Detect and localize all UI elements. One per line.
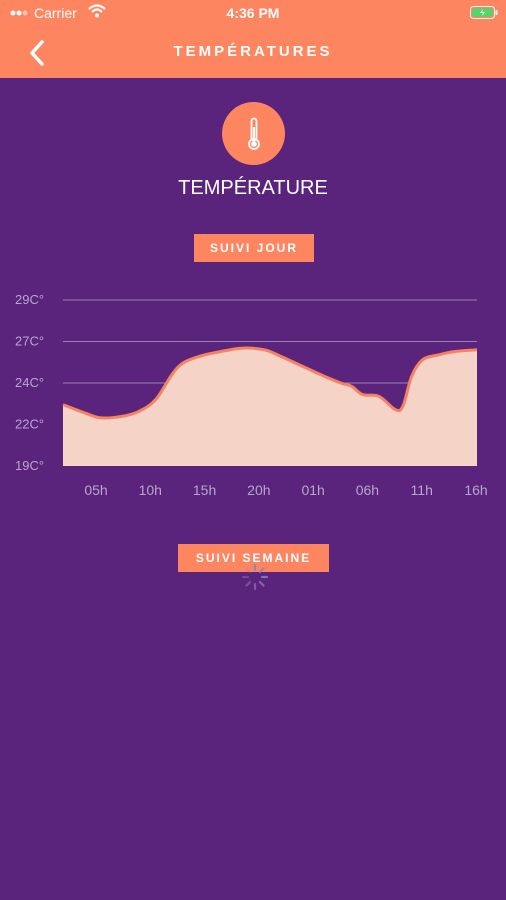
- status-bar: Carrier 4:36 PM: [0, 0, 506, 26]
- battery-icon: [470, 6, 498, 19]
- x-tick-label: 01h: [301, 482, 324, 498]
- x-tick-label: 06h: [356, 482, 379, 498]
- back-button[interactable]: [20, 36, 54, 70]
- temperature-chart: 19C° 22C° 24C° 27C° 29C° 05h 10h 15h 20h 01h 06h 1…: [15, 292, 488, 498]
- section-title: TEMPÉRATURE: [178, 177, 328, 199]
- carrier-label: Carrier: [34, 5, 77, 21]
- y-tick-label: 27C°: [15, 334, 44, 349]
- status-time: 4:36 PM: [226, 5, 280, 21]
- thermometer-badge: [222, 102, 285, 165]
- weekly-tracking-badge: SUIVI SEMAINE: [178, 544, 329, 572]
- signal-icon: [10, 10, 28, 16]
- x-tick-label: 20h: [247, 482, 270, 498]
- thermometer-icon: [247, 117, 260, 150]
- temperature-line: [62, 346, 478, 420]
- header-bar: Carrier 4:36 PM TEMPÉRATURES: [0, 0, 506, 78]
- y-tick-label: 19C°: [15, 458, 44, 473]
- wifi-icon: [88, 4, 106, 18]
- chevron-left-icon: [30, 40, 44, 66]
- y-tick-label: 29C°: [15, 292, 44, 307]
- x-tick-label: 05h: [84, 482, 107, 498]
- page-title: TEMPÉRATURES: [173, 43, 333, 60]
- daily-tracking-badge: SUIVI JOUR: [194, 234, 314, 262]
- x-tick-label: 10h: [139, 482, 162, 498]
- y-tick-label: 22C°: [15, 417, 44, 432]
- x-tick-label: 16h: [464, 482, 487, 498]
- loading-spinner-icon: [241, 563, 269, 591]
- y-tick-label: 24C°: [15, 375, 44, 390]
- temperature-area: [63, 348, 477, 466]
- x-tick-label: 15h: [193, 482, 216, 498]
- x-tick-label: 11h: [411, 482, 433, 498]
